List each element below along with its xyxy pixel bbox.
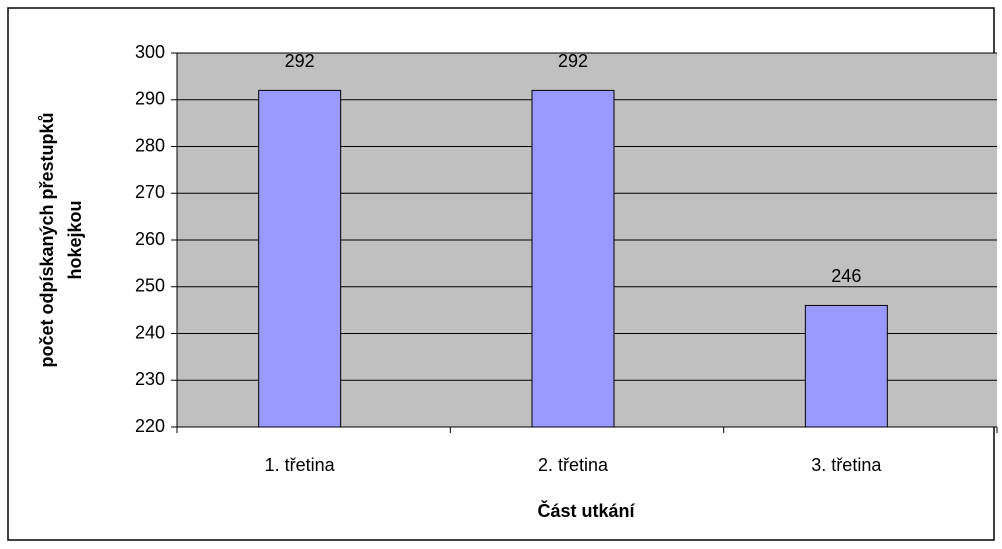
y-tick-label: 230 (135, 369, 165, 389)
x-axis-title: Část utkání (537, 500, 635, 521)
y-tick-label: 280 (135, 135, 165, 155)
bar (258, 89, 342, 428)
bar (804, 304, 888, 428)
data-label: 292 (558, 51, 588, 71)
y-axis-title-line: hokejkou (65, 200, 85, 279)
x-tick-label: 2. třetina (538, 455, 609, 475)
y-tick-label: 260 (135, 229, 165, 249)
y-tick-label: 240 (135, 322, 165, 342)
y-tick-label: 220 (135, 416, 165, 436)
data-label: 292 (285, 51, 315, 71)
y-axis-title-line: počet odpískaných přestupků (37, 112, 57, 367)
bar (531, 89, 615, 428)
x-tick-label: 1. třetina (265, 455, 336, 475)
y-tick-label: 290 (135, 89, 165, 109)
y-tick-label: 250 (135, 276, 165, 296)
y-tick-label: 300 (135, 42, 165, 62)
y-axis-title: počet odpískaných přestupků hokejkou (37, 112, 85, 367)
data-label: 246 (831, 266, 861, 286)
x-tick-label: 3. třetina (811, 455, 882, 475)
y-tick-label: 270 (135, 182, 165, 202)
